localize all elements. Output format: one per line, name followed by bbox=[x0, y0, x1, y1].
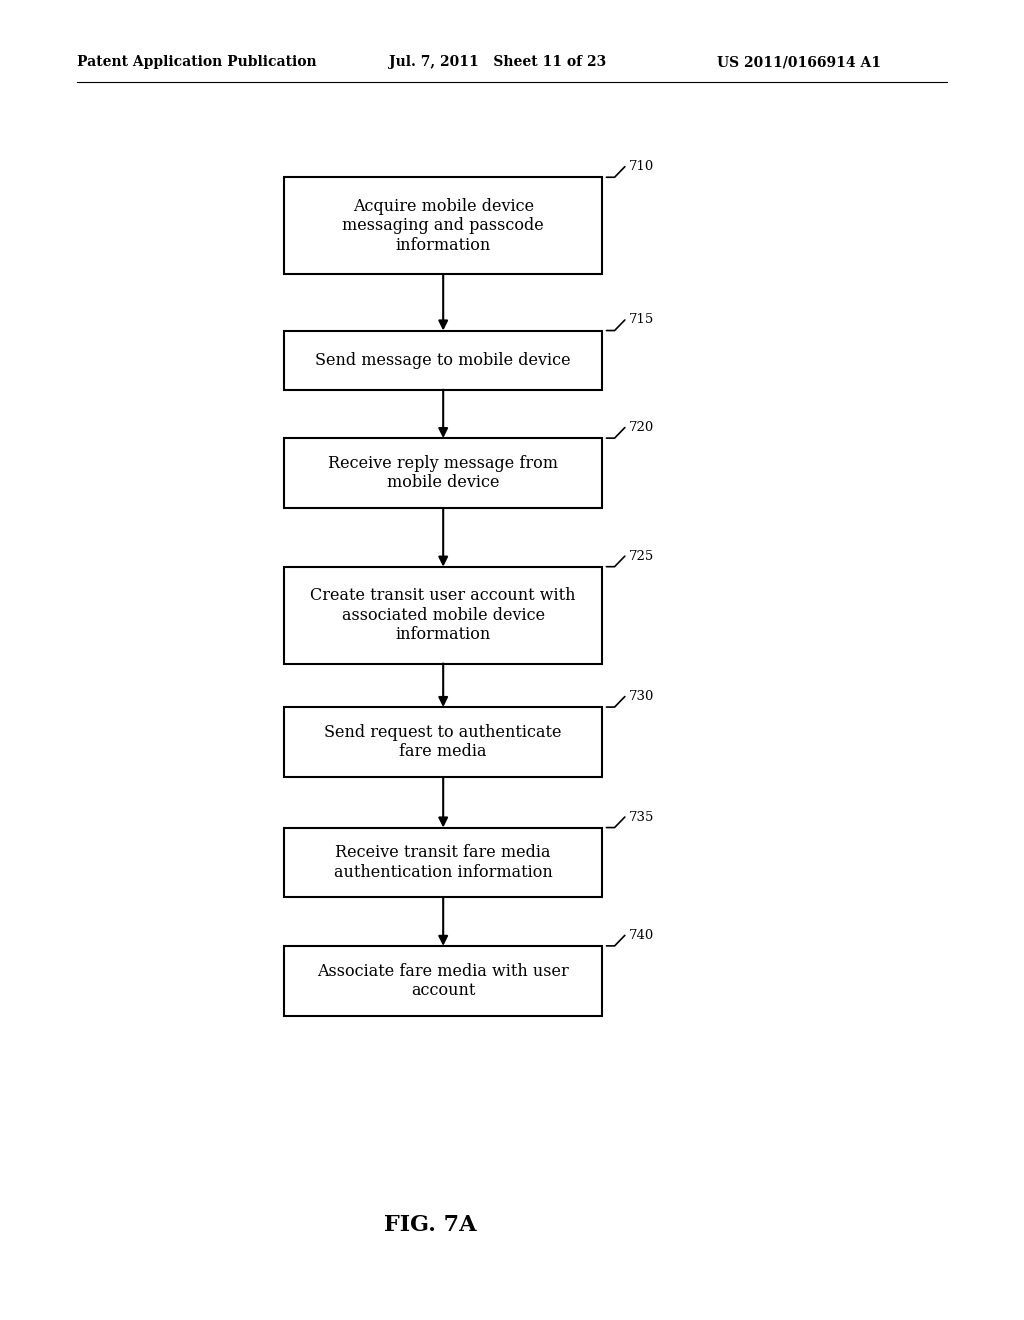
Text: 720: 720 bbox=[629, 421, 654, 434]
Text: Receive reply message from
mobile device: Receive reply message from mobile device bbox=[328, 455, 558, 491]
Text: 710: 710 bbox=[629, 160, 654, 173]
Text: 725: 725 bbox=[629, 549, 654, 562]
Text: Receive transit fare media
authentication information: Receive transit fare media authenticatio… bbox=[334, 845, 553, 880]
Text: Send request to authenticate
fare media: Send request to authenticate fare media bbox=[325, 723, 562, 760]
Text: 740: 740 bbox=[629, 929, 654, 942]
Text: Acquire mobile device
messaging and passcode
information: Acquire mobile device messaging and pass… bbox=[342, 198, 544, 253]
Text: Jul. 7, 2011   Sheet 11 of 23: Jul. 7, 2011 Sheet 11 of 23 bbox=[389, 55, 606, 70]
Text: Send message to mobile device: Send message to mobile device bbox=[315, 351, 571, 368]
Text: 730: 730 bbox=[629, 690, 654, 704]
Text: 735: 735 bbox=[629, 810, 654, 824]
Text: 715: 715 bbox=[629, 313, 654, 326]
Text: Patent Application Publication: Patent Application Publication bbox=[77, 55, 316, 70]
Text: FIG. 7A: FIG. 7A bbox=[384, 1214, 476, 1236]
Text: Create transit user account with
associated mobile device
information: Create transit user account with associa… bbox=[310, 587, 575, 643]
Text: US 2011/0166914 A1: US 2011/0166914 A1 bbox=[717, 55, 881, 70]
Text: Associate fare media with user
account: Associate fare media with user account bbox=[317, 962, 569, 999]
